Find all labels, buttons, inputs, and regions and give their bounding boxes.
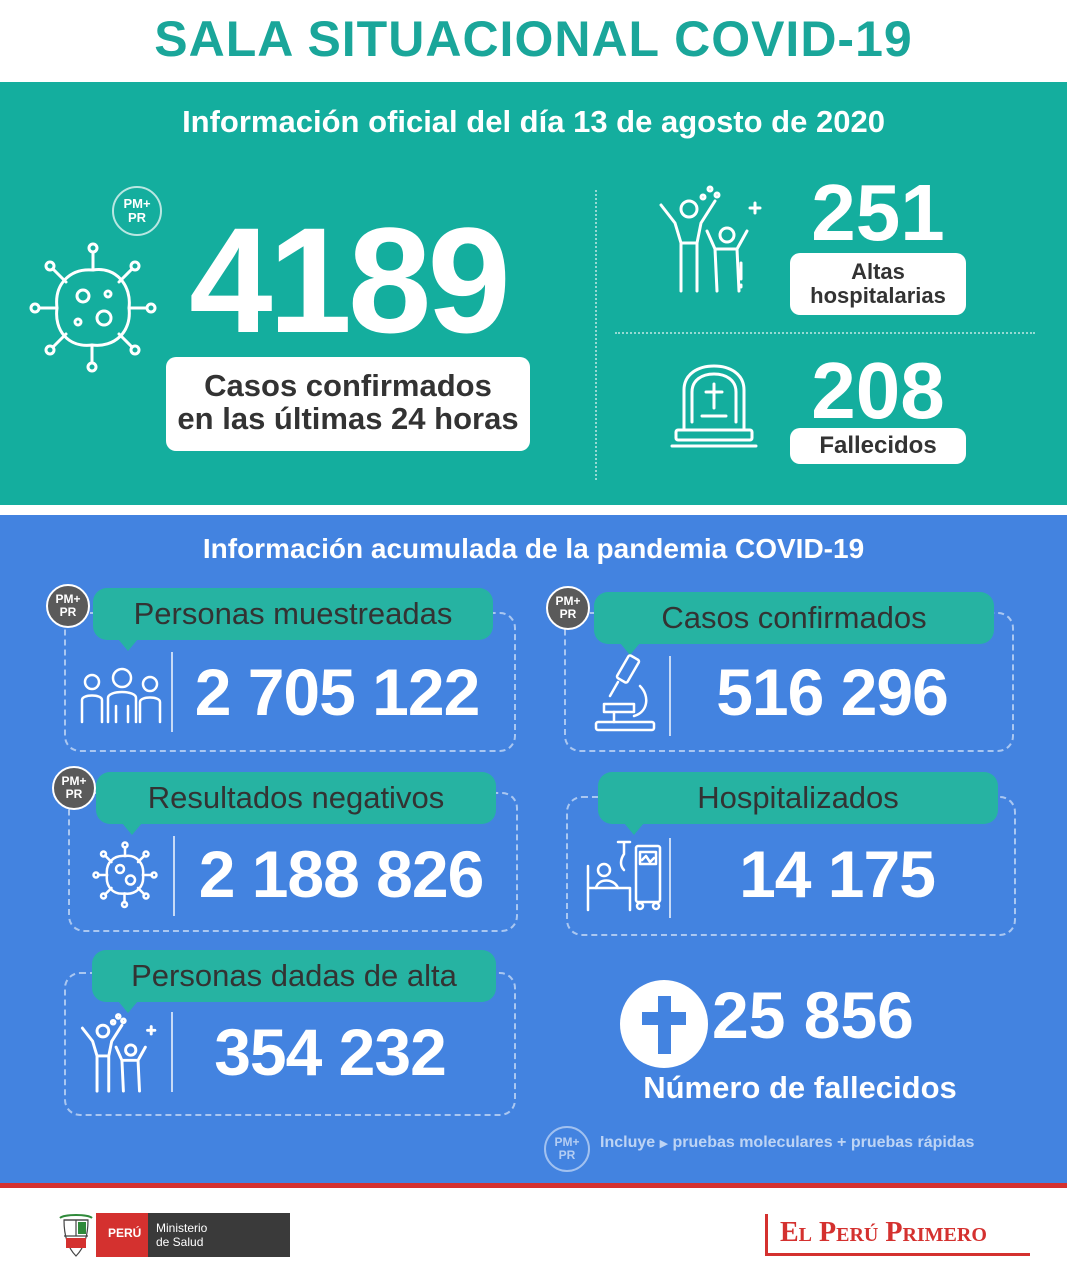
divider bbox=[595, 190, 597, 480]
divider bbox=[615, 332, 1035, 334]
cross-icon bbox=[620, 980, 708, 1068]
discharges-label: Altas hospitalarias bbox=[790, 253, 966, 315]
celebrating-people-icon bbox=[659, 185, 762, 293]
total-deaths-label: Número de fallecidos bbox=[643, 1070, 957, 1105]
gravestone-icon bbox=[670, 364, 758, 448]
footnote-text: pruebas moleculares + pruebas rápidas bbox=[672, 1134, 975, 1151]
pill-tail bbox=[118, 639, 138, 651]
separator bbox=[669, 656, 671, 736]
separator bbox=[171, 1012, 173, 1092]
celebrating-people-icon bbox=[80, 1013, 157, 1093]
sampled-value: 2 705 122 bbox=[194, 655, 481, 729]
hospital-bed-icon bbox=[586, 840, 662, 912]
brand-logo: El Perú Primero bbox=[765, 1214, 1030, 1256]
cumulative-heading: Información acumulada de la pandemia COV… bbox=[202, 533, 865, 564]
pill-tail bbox=[118, 1001, 138, 1013]
card-label: Casos confirmados bbox=[594, 592, 994, 644]
label-line: Altas bbox=[851, 259, 905, 284]
pill-tail bbox=[620, 643, 640, 655]
card-label: Personas muestreadas bbox=[93, 588, 493, 640]
separator bbox=[669, 838, 671, 918]
card-label: Resultados negativos bbox=[96, 772, 496, 824]
badge-line: PM+ bbox=[554, 1135, 580, 1149]
pill-tail bbox=[624, 823, 644, 835]
confirmed-value: 516 296 bbox=[716, 655, 949, 729]
arrow-icon: ▶ bbox=[659, 1138, 669, 1150]
people-group-icon bbox=[80, 667, 162, 724]
deaths-number: 208 bbox=[811, 346, 945, 435]
virus-icon bbox=[92, 841, 158, 909]
footnote: Incluye ▶ pruebas moleculares + pruebas … bbox=[600, 1134, 974, 1152]
deaths-label: Fallecidos bbox=[790, 428, 966, 464]
microscope-icon bbox=[594, 654, 656, 732]
page-title: SALA SITUACIONAL COVID-19 bbox=[154, 11, 913, 67]
badge-line: PR bbox=[558, 1148, 576, 1162]
card-label: Hospitalizados bbox=[598, 772, 998, 824]
pm-pr-badge: PM+ PR bbox=[546, 586, 590, 630]
pm-pr-badge: PM+ PR bbox=[46, 584, 90, 628]
negative-value: 2 188 826 bbox=[198, 837, 485, 911]
badge-line: PR bbox=[127, 210, 147, 225]
total-deaths-number: 25 856 bbox=[712, 978, 914, 1052]
daily-cases-label: Casos confirmados en las últimas 24 hora… bbox=[166, 357, 530, 451]
coat-of-arms-icon bbox=[59, 1214, 93, 1257]
discharges-number: 251 bbox=[811, 168, 945, 257]
pm-pr-badge: PM+ PR bbox=[52, 766, 96, 810]
pm-pr-badge: PM+ PR bbox=[544, 1126, 590, 1172]
divider-line bbox=[0, 1183, 1067, 1188]
pm-pr-badge: PM+ PR bbox=[112, 186, 162, 236]
separator bbox=[173, 836, 175, 916]
virus-icon bbox=[29, 242, 157, 373]
daily-cases-number: 4189 bbox=[189, 196, 511, 364]
footnote-prefix: Incluye bbox=[600, 1134, 656, 1151]
ministry-line: Ministerio bbox=[156, 1221, 208, 1235]
label-line: en las últimas 24 horas bbox=[177, 401, 519, 436]
card-label: Personas dadas de alta bbox=[92, 950, 496, 1002]
ministry-label: Ministerio de Salud bbox=[148, 1213, 290, 1257]
badge-line: PM+ bbox=[123, 196, 151, 211]
label-line: Casos confirmados bbox=[204, 368, 492, 403]
daily-heading: Información oficial del día 13 de agosto… bbox=[182, 104, 885, 139]
peru-label: PERÚ bbox=[108, 1226, 142, 1240]
label-line: hospitalarias bbox=[810, 283, 946, 308]
discharged-value: 354 232 bbox=[214, 1015, 447, 1089]
hospitalized-value: 14 175 bbox=[739, 837, 936, 911]
separator bbox=[171, 652, 173, 732]
pill-tail bbox=[122, 823, 142, 835]
ministry-line: de Salud bbox=[156, 1235, 204, 1249]
peru-flag bbox=[96, 1213, 148, 1257]
